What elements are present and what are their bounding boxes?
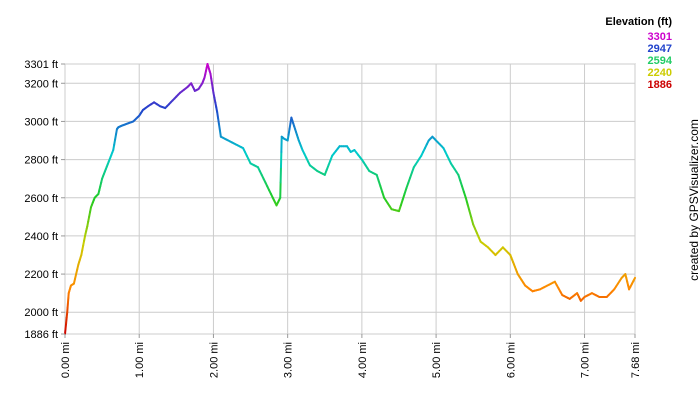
y-tick-label: 3200 ft (24, 78, 58, 90)
credit-text: created by GPSVisualizer.com (687, 119, 700, 281)
y-tick-label: 1886 ft (24, 329, 58, 341)
y-tick-label: 2600 ft (24, 193, 58, 205)
legend-entry: 2947 (648, 43, 672, 55)
x-tick-label: 3.00 mi (283, 342, 295, 378)
legend-title: Elevation (ft) (605, 16, 672, 28)
y-tick-label: 2800 ft (24, 155, 58, 167)
y-tick-label: 3301 ft (24, 59, 58, 71)
elevation-segment (634, 278, 635, 281)
x-tick-label: 7.00 mi (580, 342, 592, 378)
y-tick-label: 2000 ft (24, 307, 58, 319)
x-tick-label: 7.68 mi (630, 342, 642, 378)
y-tick-label: 3000 ft (24, 116, 58, 128)
legend-entry: 3301 (648, 31, 672, 43)
y-tick-label: 2400 ft (24, 231, 58, 243)
x-tick-label: 1.00 mi (134, 342, 146, 378)
legend-entry: 1886 (648, 79, 672, 91)
x-tick-label: 5.00 mi (431, 342, 443, 378)
x-tick-label: 0.00 mi (60, 342, 72, 378)
legend-entry: 2240 (648, 67, 672, 79)
x-tick-label: 4.00 mi (357, 342, 369, 378)
x-tick-label: 6.00 mi (505, 342, 517, 378)
legend-entry: 2594 (648, 55, 673, 67)
x-tick-label: 2.00 mi (208, 342, 220, 378)
y-tick-label: 2200 ft (24, 269, 58, 281)
